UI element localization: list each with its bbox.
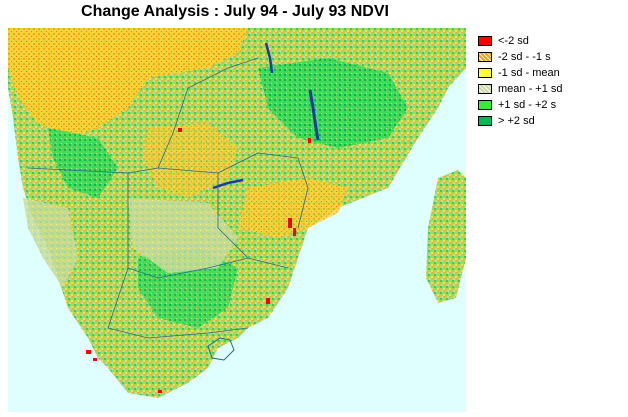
legend-label: -2 sd - -1 s bbox=[498, 51, 551, 63]
pale-west bbox=[23, 198, 78, 288]
madagascar bbox=[426, 170, 466, 303]
country-borders bbox=[27, 57, 309, 339]
legend-swatch bbox=[478, 84, 492, 94]
legend-swatch bbox=[478, 100, 492, 110]
legend-label: +1 sd - +2 s bbox=[498, 99, 557, 111]
legend-swatch bbox=[478, 116, 492, 126]
red-anomalies bbox=[86, 128, 311, 393]
legend-label: <-2 sd bbox=[498, 35, 529, 47]
map-title: Change Analysis : July 94 - July 93 NDVI bbox=[81, 3, 389, 20]
dry-band-north bbox=[8, 28, 248, 138]
legend-item: > +2 sd bbox=[478, 113, 624, 129]
lake-tanganyika bbox=[264, 42, 274, 74]
lesotho-outline bbox=[207, 337, 235, 361]
legend-swatch bbox=[478, 68, 492, 78]
legend-label: mean - +1 sd bbox=[498, 83, 563, 95]
legend-item: <-2 sd bbox=[478, 33, 624, 49]
wet-patch-nw bbox=[48, 128, 118, 198]
pale-kalahari bbox=[128, 198, 238, 273]
legend-item: +1 sd - +2 s bbox=[478, 97, 624, 113]
dry-band-east bbox=[238, 178, 348, 238]
legend-swatch bbox=[478, 36, 492, 46]
legend-item: -1 sd - mean bbox=[478, 65, 624, 81]
legend-label: > +2 sd bbox=[498, 115, 535, 127]
legend-swatch bbox=[478, 52, 492, 62]
lake-malawi bbox=[308, 89, 320, 141]
wet-patch-ne bbox=[258, 58, 408, 148]
ndvi-change-map bbox=[8, 28, 466, 412]
legend-label: -1 sd - mean bbox=[498, 67, 560, 79]
legend-item: mean - +1 sd bbox=[478, 81, 624, 97]
dry-central bbox=[143, 123, 238, 198]
map-legend: <-2 sd -2 sd - -1 s -1 sd - mean mean - +1 … bbox=[478, 33, 624, 129]
legend-item: -2 sd - -1 s bbox=[478, 49, 624, 65]
